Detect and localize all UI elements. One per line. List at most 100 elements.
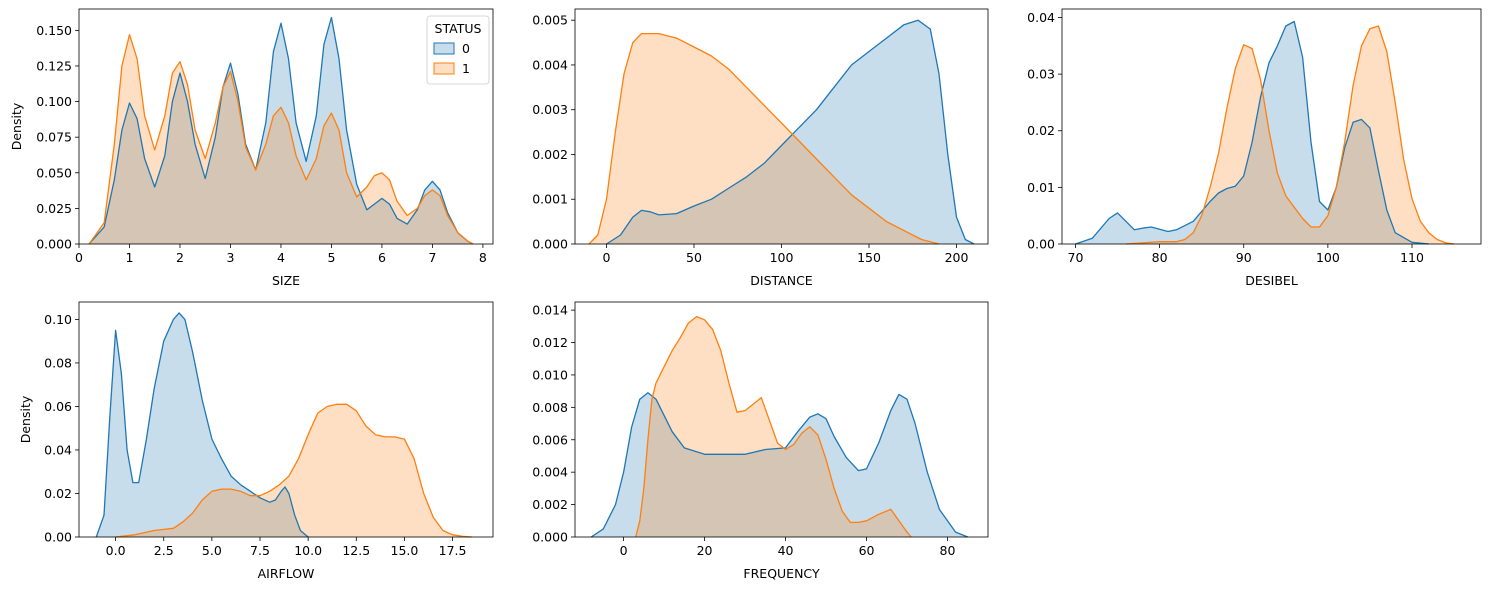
x-tick-label: 150 [857,250,881,265]
density-line-status-0 [95,312,309,538]
y-axis-label: Density [9,102,24,150]
x-tick-label: 2 [176,250,184,265]
x-tick-label: 7.5 [250,543,270,558]
x-tick-label: 3 [226,250,234,265]
y-tick-label: 0.006 [532,432,568,447]
y-tick-label: 0.04 [44,442,72,457]
y-tick-label: 0.100 [36,94,72,109]
x-tick-label: 0 [75,250,83,265]
legend-label-status-0: 0 [462,41,470,56]
density-line-status-1 [635,315,912,538]
y-tick-label: 0.000 [532,530,568,545]
subplot-4: 0.0 2.5 5.0 7.5 10.0 12.5 15.0 17.5 0.00 0.02 0.04… [18,301,494,581]
y-tick-label: 0.02 [1027,123,1055,138]
x-tick-label: 200 [945,250,969,265]
y-tick-label: 0.002 [532,497,568,512]
y-tick-label: 0.025 [36,201,72,216]
y-tick-label: 0.005 [532,13,568,28]
y-tick-label: 0.00 [1027,237,1055,252]
density-line-status-0 [590,392,969,538]
x-axis-label: DESIBEL [1245,273,1298,288]
axes-frame [78,8,494,245]
x-tick-label: 70 [1068,250,1084,265]
x-tick-label: 2.5 [154,543,174,558]
x-tick-label: 0 [603,250,611,265]
subplot-2: 0 50 100 150 200 0.000 0.001 0.002 0.003 0.004 0.0… [532,8,989,288]
x-tick-label: 1 [126,250,134,265]
y-tick-label: 0.000 [532,237,568,252]
y-tick-label: 0.050 [36,165,72,180]
density-area-status-1 [589,33,939,244]
y-tick-label: 0.003 [532,102,568,117]
x-tick-label: 20 [697,543,713,558]
legend-label-status-1: 1 [462,61,470,76]
density-line-status-1 [588,32,940,245]
x-tick-label: 100 [770,250,794,265]
x-tick-label: 60 [859,543,875,558]
density-line-status-0 [88,16,474,245]
density-area-status-0 [89,17,473,244]
density-area-status-0 [606,20,974,245]
x-tick-label: 7 [428,250,436,265]
y-tick-label: 0.000 [36,237,72,252]
density-line-status-1 [88,33,474,245]
axes-frame [574,301,989,538]
x-axis-label: DISTANCE [750,273,813,288]
density-area-status-0 [591,392,968,537]
density-area-status-1 [1125,26,1455,244]
x-tick-label: 50 [686,250,702,265]
legend-swatch-status-1 [433,62,455,75]
x-tick-label: 6 [378,250,386,265]
y-tick-label: 0.001 [532,192,568,207]
y-tick-label: 0.06 [44,399,72,414]
y-tick-label: 0.08 [44,355,72,370]
x-axis-label: SIZE [272,273,300,288]
y-tick-label: 0.004 [532,465,568,480]
y-tick-label: 0.010 [532,367,568,382]
x-tick-label: 100 [1316,250,1340,265]
y-tick-label: 0.075 [36,130,72,145]
x-tick-label: 80 [1152,250,1168,265]
x-tick-label: 12.5 [342,543,370,558]
density-line-status-0 [1075,20,1429,245]
y-tick-label: 0.01 [1027,180,1055,195]
y-tick-label: 0.014 [532,303,568,318]
y-tick-label: 0.10 [44,312,72,327]
density-area-status-1 [89,34,473,244]
legend: STATUS 0 1 [426,15,490,85]
legend-title: STATUS [435,21,482,36]
y-tick-label: 0.004 [532,57,568,72]
x-tick-label: 10.0 [294,543,322,558]
x-tick-label: 80 [940,543,956,558]
subplot-1: 0 1 2 3 4 5 6 7 8 0.000 0.025 0.050 0.075 0.100 0.125 0… [9,8,494,288]
density-area-status-1 [115,404,472,537]
density-line-status-1 [115,403,472,538]
x-tick-label: 40 [778,543,794,558]
y-axis-label: Density [18,395,33,443]
legend-box [426,15,490,85]
x-tick-label: 90 [1236,250,1252,265]
legend-swatch-status-0 [433,42,455,55]
x-tick-label: 5.0 [202,543,222,558]
y-tick-label: 0.008 [532,400,568,415]
y-tick-label: 0.150 [36,23,72,38]
x-tick-label: 8 [479,250,487,265]
x-tick-label: 5 [327,250,335,265]
axes-frame [78,301,494,538]
axes-frame [1061,8,1482,245]
x-axis-label: FREQUENCY [743,566,820,581]
density-area-status-1 [635,316,912,537]
x-axis-label: AIRFLOW [258,566,315,581]
x-tick-label: 0.0 [106,543,126,558]
x-tick-label: 17.5 [439,543,467,558]
density-line-status-1 [1125,25,1455,245]
y-tick-label: 0.125 [36,58,72,73]
y-tick-label: 0.02 [44,486,72,501]
subplot-3: 70 80 90 100 110 0.00 0.01 0.02 0.03 0.04 DESIBEL [1027,8,1482,288]
y-tick-label: 0.002 [532,147,568,162]
y-tick-label: 0.012 [532,335,568,350]
x-tick-label: 110 [1400,250,1424,265]
x-tick-label: 0 [620,543,628,558]
y-tick-label: 0.03 [1027,67,1055,82]
